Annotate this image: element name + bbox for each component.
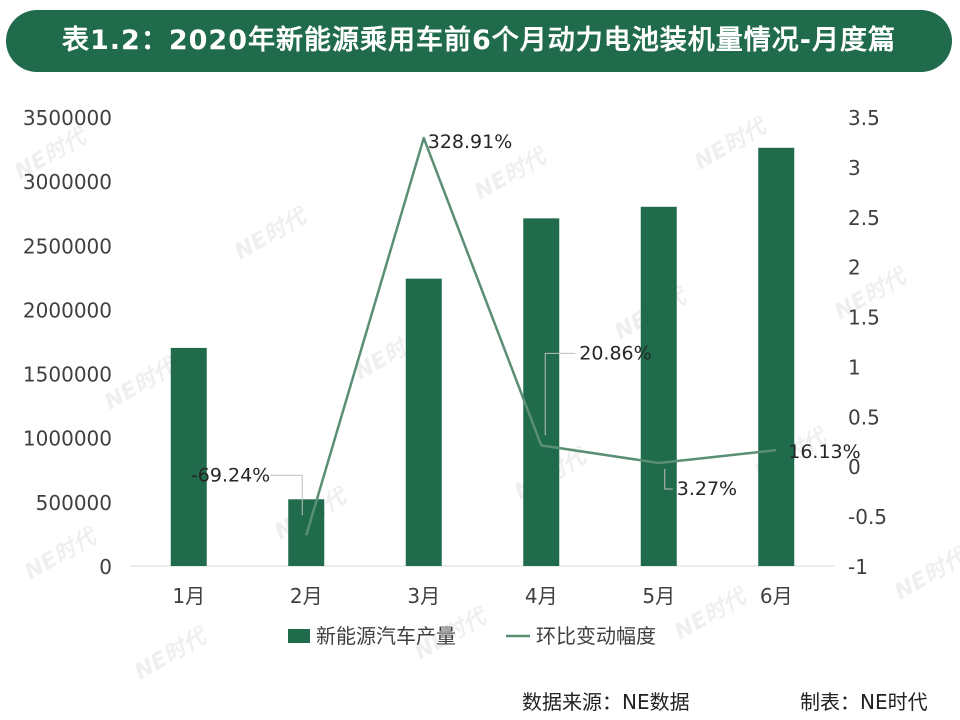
left-tick-label: 1500000	[23, 363, 112, 387]
bar-series	[170, 147, 795, 567]
bar	[758, 147, 795, 566]
left-tick-label: 2000000	[23, 298, 112, 322]
bar	[640, 206, 677, 567]
right-tick-label: 2	[848, 256, 861, 280]
x-tick-label: 5月	[642, 584, 675, 608]
watermark-text: NE时代	[671, 583, 753, 645]
right-tick-label: 1	[848, 355, 861, 379]
data-label: 20.86%	[579, 342, 651, 364]
line-path	[305, 136, 777, 536]
source-note: 数据来源：NE数据	[522, 690, 690, 714]
right-tick-label: 3.5	[848, 106, 880, 130]
left-tick-label: 3000000	[23, 170, 112, 194]
left-tick-label: 500000	[36, 491, 112, 515]
data-label: 16.13%	[788, 441, 860, 463]
chart-title: 表1.2：2020年新能源乘用车前6个月动力电池装机量情况-月度篇	[62, 25, 896, 56]
line-series: -69.24% 328.91% 20.86% 3.27% 16.13%	[191, 131, 861, 536]
left-tick-label: 3500000	[23, 106, 112, 130]
left-tick-label: 0	[99, 555, 112, 579]
watermark-text: NE时代	[891, 543, 960, 605]
right-tick-label: 0	[848, 455, 861, 479]
legend-label: 新能源汽车产量	[316, 624, 456, 648]
data-label-leader	[270, 474, 303, 516]
watermark-text: NE时代	[131, 623, 213, 680]
data-label-leader	[664, 468, 673, 490]
bar	[170, 347, 207, 566]
right-tick-label: 2.5	[848, 206, 880, 230]
data-label: 328.91%	[428, 131, 513, 153]
x-tick-label: 3月	[407, 584, 440, 608]
data-label-leader	[544, 352, 576, 436]
maker-note: 制表：NE时代	[800, 690, 928, 714]
left-y-axis: 0 500000 1000000 1500000 2000000 2500000 30000…	[23, 106, 112, 579]
x-axis-ticks: 1月 2月 3月 4月 5月 6月	[172, 584, 792, 608]
data-label: -69.24%	[191, 464, 270, 486]
legend: 新能源汽车产量 环比变动幅度	[288, 624, 656, 648]
x-tick-label: 1月	[172, 584, 205, 608]
legend-label: 环比变动幅度	[536, 624, 656, 648]
x-tick-label: 6月	[760, 584, 793, 608]
title-banner: 表1.2：2020年新能源乘用车前6个月动力电池装机量情况-月度篇	[6, 10, 952, 72]
right-y-axis: -1 -0.5 0 0.5 1 1.5 2 2.5 3 3.5	[848, 106, 887, 579]
right-tick-label: 1.5	[848, 306, 880, 330]
watermark-text: NE时代	[231, 203, 313, 265]
x-tick-label: 2月	[290, 584, 323, 608]
watermark-text: NE时代	[21, 523, 103, 585]
right-tick-label: -0.5	[848, 505, 887, 529]
left-tick-label: 1000000	[23, 427, 112, 451]
right-tick-label: 3	[848, 156, 861, 180]
watermark-text: NE时代	[101, 353, 183, 415]
x-tick-label: 4月	[525, 584, 558, 608]
bar	[405, 278, 442, 566]
data-label: 3.27%	[677, 478, 737, 500]
right-tick-label: 0.5	[848, 405, 880, 429]
right-tick-label: -1	[848, 555, 868, 579]
left-tick-label: 2500000	[23, 234, 112, 258]
legend-swatch-bar	[288, 629, 310, 643]
bar	[523, 218, 560, 567]
